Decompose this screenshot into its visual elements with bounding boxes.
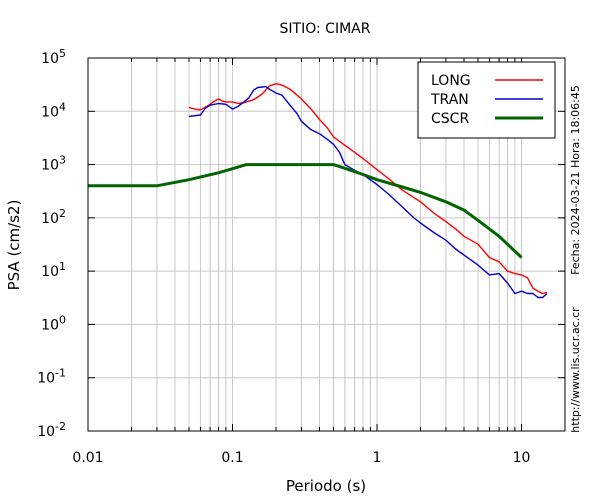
legend-label-cscr: CSCR	[431, 111, 469, 127]
series-long-line	[188, 82, 548, 295]
plot-frame	[87, 57, 566, 432]
series-cscr-line	[88, 163, 523, 259]
chart-title: SITIO: CIMAR	[280, 21, 371, 37]
y-tick-label: 105	[41, 47, 66, 67]
y-axis-label: PSA (cm/s2)	[5, 200, 23, 291]
tick-layer	[87, 57, 566, 432]
y-tick-label: 101	[41, 260, 66, 280]
y-tick-label: 102	[41, 207, 66, 227]
y-tick-label: 10-1	[37, 367, 66, 387]
series-layer	[88, 82, 548, 299]
x-tick-labels: 0.01 0.1 1 10	[72, 450, 530, 466]
legend-entries: LONG TRAN CSCR	[430, 73, 543, 127]
y-tick-labels: 10-2 10-1 100 101 102 103 104 105	[37, 47, 66, 440]
legend: LONG TRAN CSCR	[417, 61, 556, 139]
legend-box	[417, 61, 556, 139]
y-tick-label: 10-2	[37, 420, 66, 440]
x-tick-label: 10	[513, 450, 531, 466]
y-tick-label: 104	[41, 100, 66, 120]
series-tran-line	[188, 85, 548, 299]
x-tick-label: 0.1	[221, 450, 243, 466]
legend-label-tran: TRAN	[430, 92, 469, 108]
x-tick-label: 1	[373, 450, 382, 466]
x-axis-label: Periodo (s)	[286, 477, 366, 495]
legend-label-long: LONG	[431, 73, 471, 89]
y-tick-label: 103	[41, 154, 66, 174]
url-annotation: http://www.lis.ucr.ac.cr	[569, 307, 582, 433]
y-tick-label: 100	[41, 313, 66, 333]
date-annotation: Fecha: 2024-03-21 Hora: 18:06:45	[569, 85, 582, 275]
x-tick-label: 0.01	[72, 450, 103, 466]
